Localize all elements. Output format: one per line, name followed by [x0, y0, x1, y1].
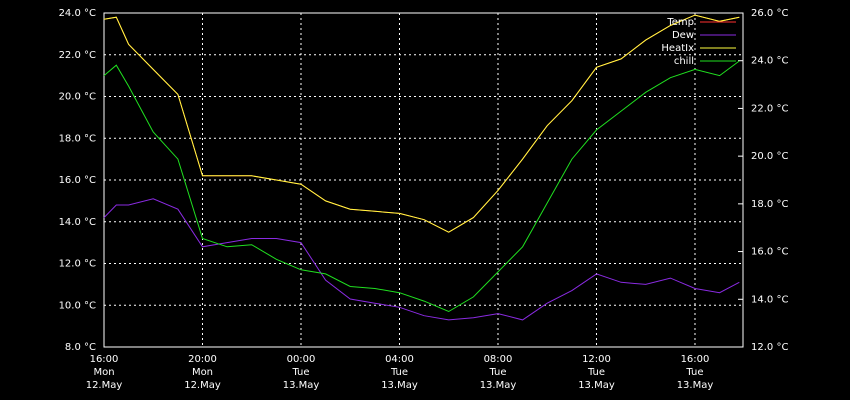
x-tick-label: 16:00	[90, 354, 119, 365]
x-tick-date: 12.May	[184, 380, 221, 391]
x-tick-weekday: Tue	[685, 367, 703, 378]
x-tick-weekday: Tue	[488, 367, 506, 378]
series-line	[103, 14, 740, 233]
legend-label: Dew	[672, 30, 694, 41]
y-tick-label: 24.0 °C	[59, 8, 96, 19]
plot-border	[103, 12, 744, 348]
y-tick-label: 12.0 °C	[59, 259, 96, 270]
x-tick-label: 20:00	[188, 354, 217, 365]
y2-tick-label: 26.0 °C	[751, 8, 788, 19]
x-tick-date: 13.May	[381, 380, 418, 391]
series-line	[103, 14, 740, 233]
y-tick-label: 8.0 °C	[65, 342, 96, 353]
x-tick-date: 13.May	[677, 380, 714, 391]
x-tick-label: 16:00	[681, 354, 710, 365]
x-tick-weekday: Tue	[291, 367, 309, 378]
legend-label: chill	[674, 56, 694, 67]
x-tick-date: 13.May	[283, 380, 320, 391]
y-tick-label: 14.0 °C	[59, 217, 96, 228]
y2-tick-label: 16.0 °C	[751, 247, 788, 258]
x-tick-date: 12.May	[86, 380, 123, 391]
y-tick-label: 20.0 °C	[59, 92, 96, 103]
x-tick-weekday: Mon	[93, 367, 114, 378]
y-tick-label: 18.0 °C	[59, 133, 96, 144]
y-tick-label: 10.0 °C	[59, 300, 96, 311]
y-tick-label: 16.0 °C	[59, 175, 96, 186]
x-tick-date: 13.May	[578, 380, 615, 391]
y2-tick-label: 18.0 °C	[751, 199, 788, 210]
y2-tick-label: 24.0 °C	[751, 56, 788, 67]
legend-label: HeatIx	[661, 43, 694, 54]
x-tick-weekday: Tue	[587, 367, 605, 378]
y2-tick-label: 22.0 °C	[751, 103, 788, 114]
y2-tick-label: 14.0 °C	[751, 294, 788, 305]
y2-tick-label: 12.0 °C	[751, 342, 788, 353]
x-tick-weekday: Mon	[192, 367, 213, 378]
y-tick-label: 22.0 °C	[59, 50, 96, 61]
legend-label: Temp	[666, 17, 694, 28]
x-tick-label: 12:00	[582, 354, 611, 365]
x-tick-label: 08:00	[484, 354, 513, 365]
y2-tick-label: 20.0 °C	[751, 151, 788, 162]
series-line	[103, 60, 740, 313]
x-tick-label: 04:00	[385, 354, 414, 365]
x-tick-label: 00:00	[287, 354, 316, 365]
series-line	[103, 198, 740, 321]
x-tick-date: 13.May	[480, 380, 517, 391]
x-tick-weekday: Tue	[390, 367, 408, 378]
